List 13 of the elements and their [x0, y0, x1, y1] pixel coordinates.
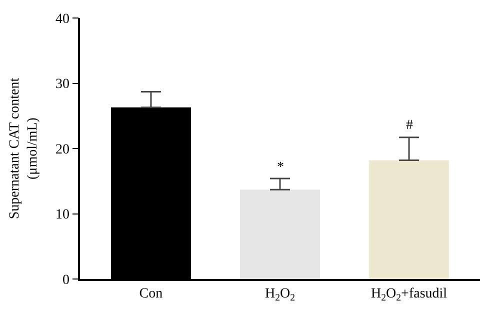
bar: [240, 190, 320, 279]
x-tick-label: Con: [139, 286, 163, 302]
y-axis-title: Supernatant CAT content (μmol/mL): [7, 78, 41, 220]
y-tick-label: 30: [55, 77, 70, 92]
y-tick-label: 0: [62, 272, 70, 288]
y-tick-label: 20: [55, 142, 70, 158]
x-tick-label: H$_{2}$O$_{2}$: [264, 286, 296, 304]
annotation: #: [406, 118, 413, 133]
x-tick-label: H$_{2}$O$_{2}$+fasudil: [371, 286, 448, 304]
bar: [369, 160, 450, 279]
annotation: *: [277, 160, 284, 175]
y-tick-label: 10: [55, 208, 70, 223]
y-tick-label: 40: [55, 12, 70, 27]
